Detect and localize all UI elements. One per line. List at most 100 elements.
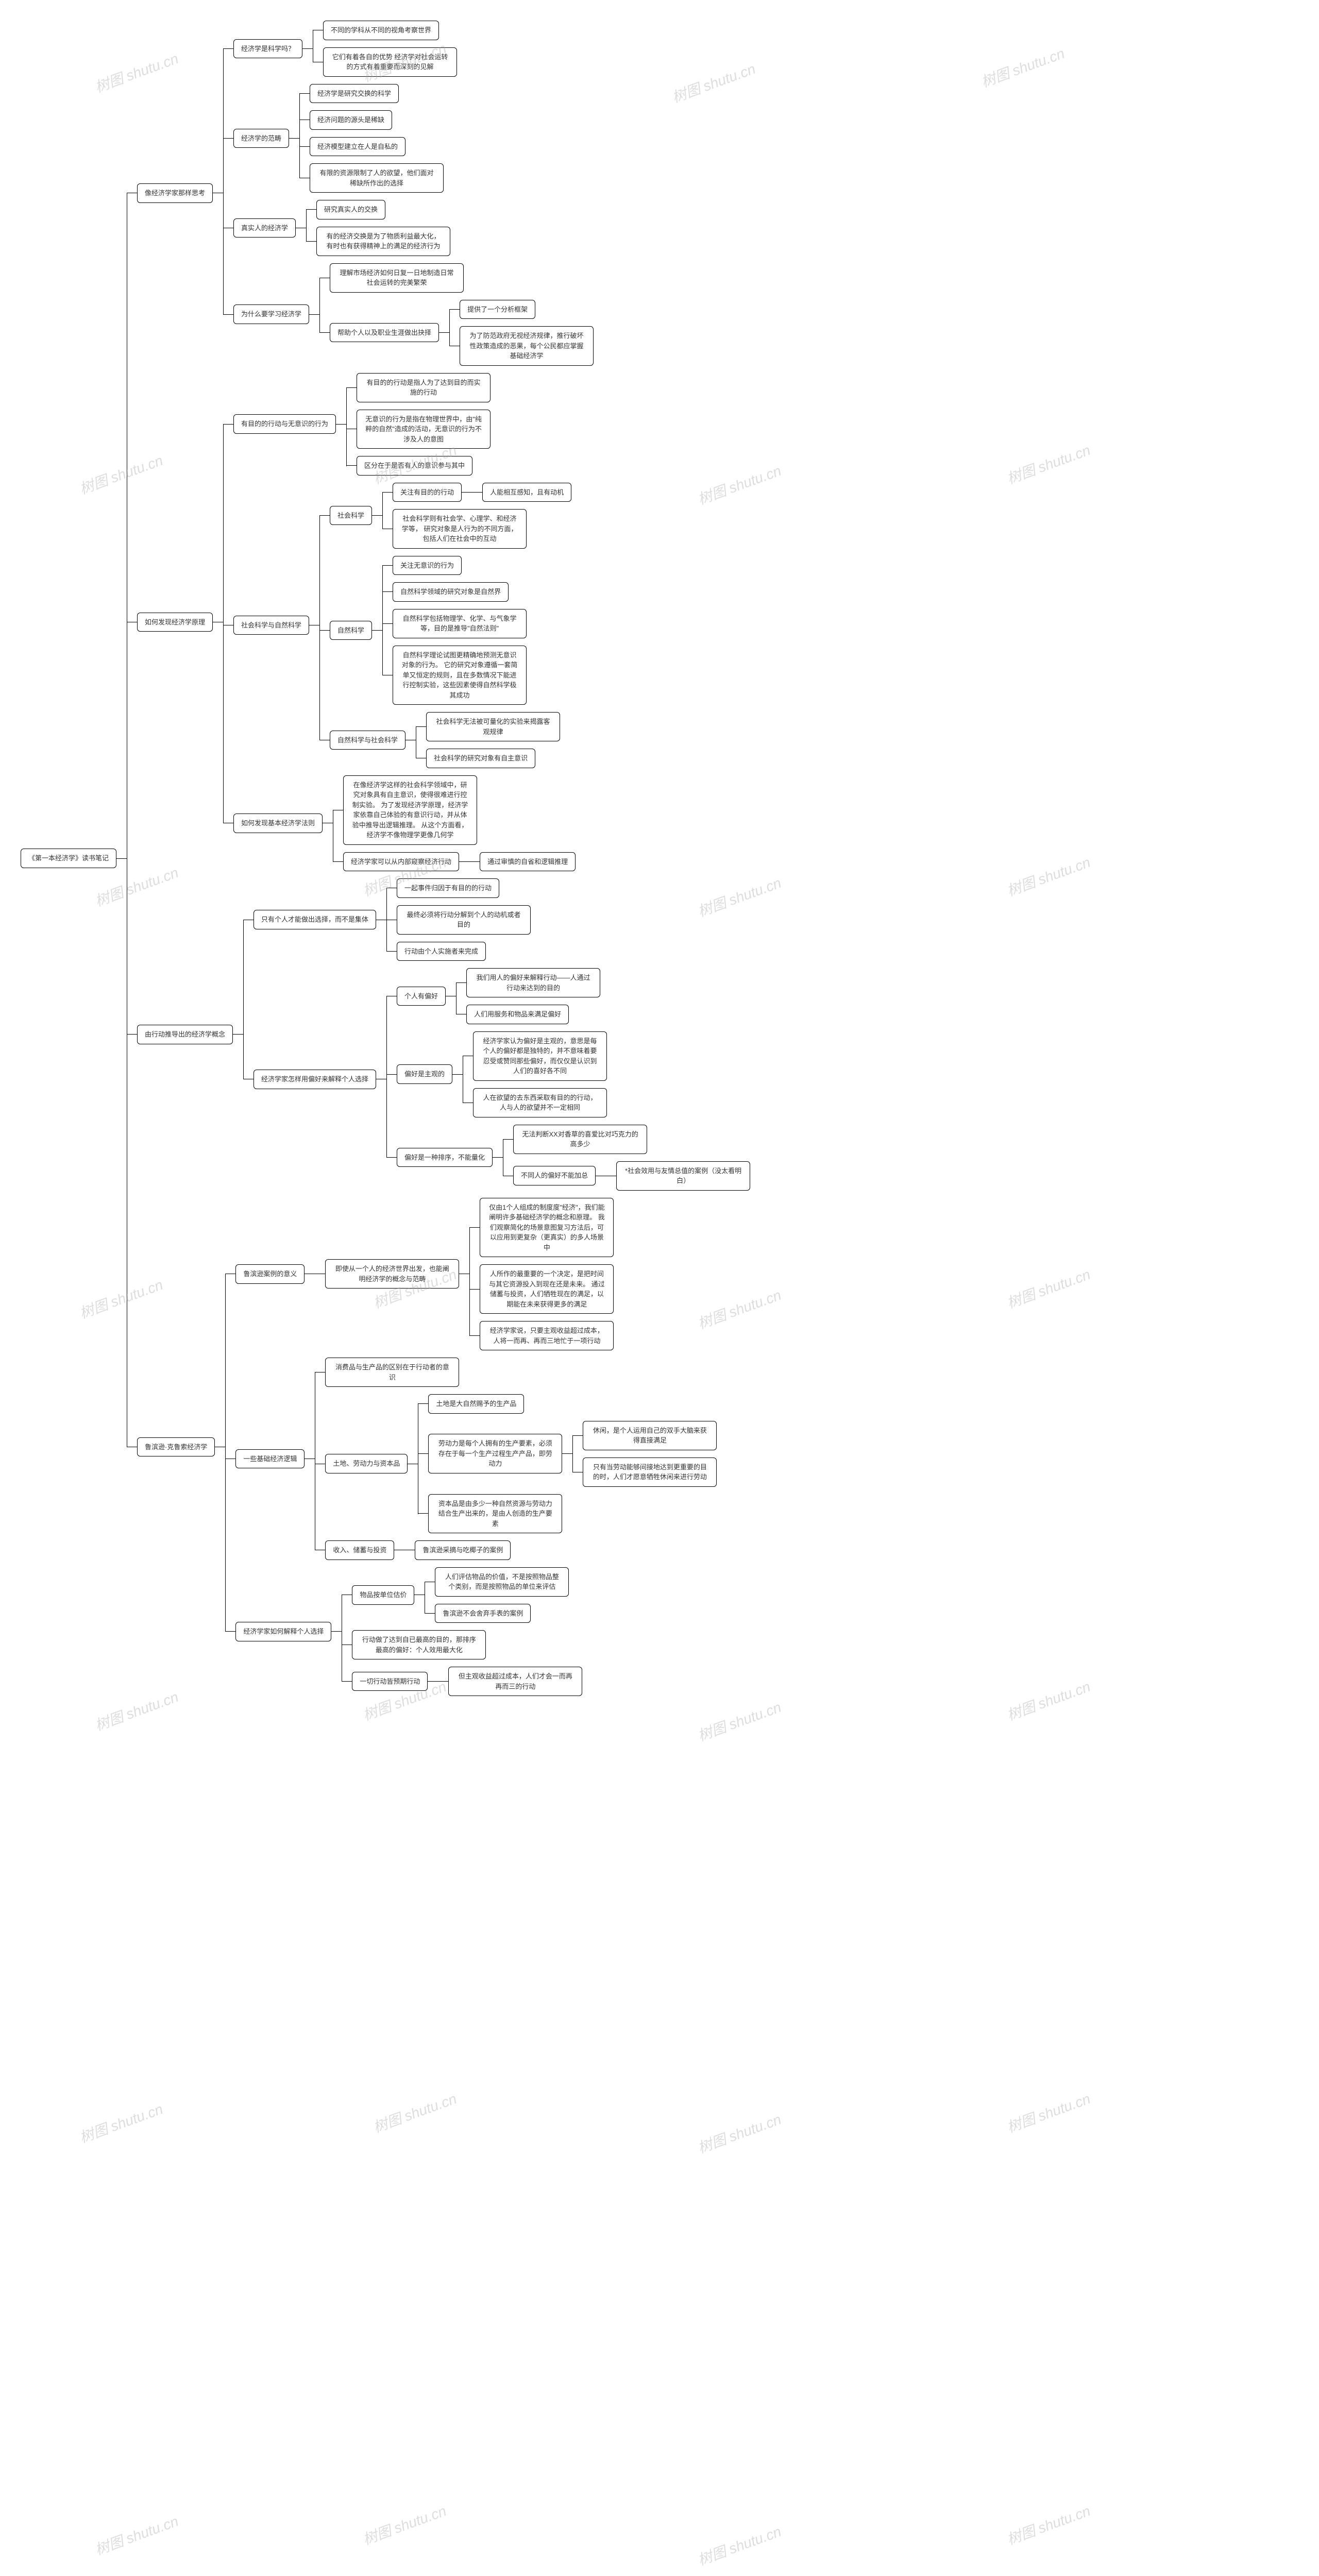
node-row: 人们评估物品的价值，不是按照物品整个类别，而是按照物品的单位来评估 <box>435 1567 569 1597</box>
mindmap-node: 由行动推导出的经济学概念 <box>137 1025 233 1044</box>
node-row: 经济模型建立在人是自私的 <box>310 137 405 157</box>
mindmap-node: 有目的的行动是指人为了达到目的而实施的行动 <box>357 373 491 402</box>
child-item: 社会科学则有社会学、心理学、和经济学等， 研究对象是人行为的不同方面，包括人们在… <box>382 509 571 549</box>
children-group: 社会科学关注有目的的行动人能相互感知，且有动机社会科学则有社会学、心理学、和经济… <box>319 483 571 768</box>
connector <box>116 858 127 859</box>
vertical-connector <box>449 310 450 347</box>
mindmap-node: 它们有着各自的优势 经济学对社会运转的方式有着重要而深刻的见解 <box>323 47 457 77</box>
children-group: 理解市场经济如何日复一日地制造日常社会运转的完美繁荣帮助个人以及职业生涯做出抉择… <box>319 263 594 366</box>
mindmap-node: 有的经济交换是为了物质利益最大化， 有时也有获得精神上的满足的经济行为 <box>316 227 450 256</box>
child-item: 如何发现基本经济学法则在像经济学这样的社会科学领域中，研究对象具有自主意识，使得… <box>223 775 576 872</box>
child-item: 经济学的范畴经济学是研究交换的科学经济问题的源头是稀缺经济模型建立在人是自私的有… <box>223 84 594 193</box>
node-row: 只有当劳动能够间接地达到更重要的目的时，人们才愿意牺牲休闲来进行劳动 <box>583 1458 717 1487</box>
connector <box>372 515 382 516</box>
connector <box>306 241 316 242</box>
child-item: 人们评估物品的价值，不是按照物品整个类别，而是按照物品的单位来评估 <box>425 1567 569 1597</box>
node-row: 只有个人才能做出选择，而不是集体一起事件归因于有目的的行动最终必须将行动分解到个… <box>253 878 531 961</box>
child-item: 关注无意识的行为 <box>382 556 527 575</box>
node-row: 经济学家认为偏好是主观的，意思是每个人的偏好都是独特的，并不意味着要忍受或赞同那… <box>473 1031 607 1081</box>
child-item: 一起事件归因于有目的的行动 <box>386 878 531 898</box>
child-item: 休闲，是个人运用自己的双手大脑来获得直接满足 <box>572 1421 717 1450</box>
children-group: 经济学是科学吗？不同的学科从不同的视角考察世界它们有着各自的优势 经济学对社会运… <box>223 21 594 366</box>
node-row: 有限的资源限制了人的欲望，他们面对稀缺所作出的选择 <box>310 163 444 193</box>
connector <box>386 951 397 952</box>
node-row: 休闲，是个人运用自己的双手大脑来获得直接满足 <box>583 1421 717 1450</box>
node-row: 自然科学关注无意识的行为自然科学领域的研究对象是自然界自然科学包括物理学、化学、… <box>330 556 527 705</box>
mindmap-node: *社会效用与友情总值的案例（没太看明白） <box>616 1161 750 1191</box>
child-item: 最终必须将行动分解到个人的动机或者目的 <box>386 905 531 935</box>
mindmap-node: 关注有目的的行动 <box>393 483 462 502</box>
watermark: 树图 shutu.cn <box>695 1696 784 1745</box>
node-row: 人在欲望的去东西采取有目的的行动，人与人的欲望并不一定相同 <box>473 1088 607 1117</box>
connector <box>346 387 357 388</box>
child-item: 人在欲望的去东西采取有目的的行动，人与人的欲望并不一定相同 <box>463 1088 607 1117</box>
child-item: 像经济学家那样思考经济学是科学吗？不同的学科从不同的视角考察世界它们有着各自的优… <box>127 21 750 366</box>
node-row: 收入、储蓄与投资鲁滨逊采摘与吃椰子的案例 <box>325 1540 511 1560</box>
connector <box>562 1453 572 1454</box>
node-row: 一些基础经济逻辑消费品与生产品的区别在于行动者的意识土地、劳动力与资本品土地是大… <box>235 1358 717 1560</box>
child-item: 区分在于是否有人的意识参与其中 <box>346 456 491 476</box>
child-item: 仅由1个人组成的制度度"经济"，我们能阐明许多基础经济学的概念和原理。 我们观察… <box>469 1198 614 1258</box>
child-item: 经济学家说，只要主观收益超过成本，人将一而再、再而三地忙于一项行动 <box>469 1321 614 1350</box>
vertical-connector <box>382 566 383 675</box>
watermark: 树图 shutu.cn <box>76 2098 165 2147</box>
watermark: 树图 shutu.cn <box>360 2500 449 2549</box>
mindmap-node: 鲁滨逊·克鲁索经济学 <box>137 1437 215 1457</box>
mindmap-node: 有限的资源限制了人的欲望，他们面对稀缺所作出的选择 <box>310 163 444 193</box>
child-item: 真实人的经济学研究真实人的交换有的经济交换是为了物质利益最大化， 有时也有获得精… <box>223 200 594 256</box>
node-row: 经济学是科学吗？不同的学科从不同的视角考察世界它们有着各自的优势 经济学对社会运… <box>233 21 457 77</box>
node-row: 社会科学无法被可量化的实验来揭露客观规律 <box>426 712 560 741</box>
connector <box>425 1613 435 1614</box>
children-group: 有目的的行动与无意识的行为有目的的行动是指人为了达到目的而实施的行动无意识的行为… <box>223 373 576 872</box>
node-row: 鲁滨逊·克鲁索经济学鲁滨逊案例的意义即使从一个人的经济世界出发，也能阐明经济学的… <box>137 1198 717 1697</box>
child-item: 人们用服务和物品来满足偏好 <box>456 1005 600 1024</box>
child-item: 经济问题的源头是稀缺 <box>299 110 444 130</box>
mindmap-node: 区分在于是否有人的意识参与其中 <box>357 456 472 476</box>
node-row: 人所作的最重要的一个决定，是把时间与其它资源投入到现在还是未来。 通过储蓄与投资… <box>480 1264 614 1314</box>
child-item: 一切行动皆预期行动 但主观收益超过成本，人们才会一而再再而三的行动 <box>342 1667 582 1696</box>
watermark: 树图 shutu.cn <box>1004 2500 1093 2549</box>
children-group: 关注无意识的行为自然科学领域的研究对象是自然界自然科学包括物理学、化学、与气象学… <box>382 556 527 705</box>
vertical-connector <box>386 888 387 952</box>
node-row: 关注有目的的行动人能相互感知，且有动机 <box>393 483 571 502</box>
mindmap-node: 但主观收益超过成本，人们才会一而再再而三的行动 <box>448 1667 582 1696</box>
mindmap-node: 一切行动皆预期行动 <box>352 1672 428 1691</box>
mindmap-node: 自然科学 <box>330 621 372 640</box>
mindmap-node: 如何发现经济学原理 <box>137 613 213 632</box>
mindmap-node: 只有当劳动能够间接地达到更重要的目的时，人们才愿意牺牲休闲来进行劳动 <box>583 1458 717 1487</box>
mindmap-node: 经济学的范畴 <box>233 129 289 148</box>
vertical-connector <box>306 210 307 242</box>
node-row: 社会科学关注有目的的行动人能相互感知，且有动机社会科学则有社会学、心理学、和经济… <box>330 483 571 549</box>
child-item: 社会科学无法被可量化的实验来揭露客观规律 <box>416 712 560 741</box>
mindmap-node: 个人有偏好 <box>397 987 446 1006</box>
mindmap-node: 理解市场经济如何日复一日地制造日常社会运转的完美繁荣 <box>330 263 464 293</box>
node-row: 经济学家怎样用偏好来解释个人选择个人有偏好我们用人的偏好来解释行动——人通过行动… <box>253 968 750 1191</box>
child-item: 自然科学与社会科学社会科学无法被可量化的实验来揭露客观规律社会科学的研究对象有自… <box>319 712 571 768</box>
children-group: 社会科学无法被可量化的实验来揭露客观规律社会科学的研究对象有自主意识 <box>416 712 560 768</box>
node-row: 为什么要学习经济学理解市场经济如何日复一日地制造日常社会运转的完美繁荣帮助个人以… <box>233 263 594 366</box>
children-group: 关注有目的的行动人能相互感知，且有动机社会科学则有社会学、心理学、和经济学等， … <box>382 483 571 549</box>
node-row: 消费品与生产品的区别在于行动者的意识 <box>325 1358 459 1387</box>
connector <box>306 209 316 210</box>
vertical-connector <box>319 278 320 333</box>
child-item: 经济模型建立在人是自私的 <box>299 137 444 157</box>
watermark: 树图 shutu.cn <box>370 2088 459 2137</box>
child-item: *社会效用与友情总值的案例（没太看明白） <box>606 1161 750 1191</box>
children-group: *社会效用与友情总值的案例（没太看明白） <box>606 1161 750 1191</box>
child-item: 物品按单位估价人们评估物品的价值，不是按照物品整个类别，而是按照物品的单位来评估… <box>342 1567 582 1623</box>
node-row: 我们用人的偏好来解释行动——人通过行动来达到的目的 <box>466 968 600 997</box>
children-group: 物品按单位估价人们评估物品的价值，不是按照物品整个类别，而是按照物品的单位来评估… <box>342 1567 582 1697</box>
child-item: 提供了一个分析框架 <box>449 300 594 319</box>
node-row: 但主观收益超过成本，人们才会一而再再而三的行动 <box>448 1667 582 1696</box>
connector <box>319 332 330 333</box>
mindmap-node: 在像经济学这样的社会科学领域中，研究对象具有自主意识，使得很难进行控制实验。 为… <box>343 775 477 845</box>
mindmap-node: 休闲，是个人运用自己的双手大脑来获得直接满足 <box>583 1421 717 1450</box>
connector <box>299 146 310 147</box>
child-item: 土地是大自然赐予的生产品 <box>418 1394 717 1414</box>
mindmap-node: 自然科学领域的研究对象是自然界 <box>393 582 509 602</box>
children-group: 但主观收益超过成本，人们才会一而再再而三的行动 <box>438 1667 582 1696</box>
vertical-connector <box>223 49 224 315</box>
node-row: 理解市场经济如何日复一日地制造日常社会运转的完美繁荣 <box>330 263 464 293</box>
mindmap-node: 消费品与生产品的区别在于行动者的意识 <box>325 1358 459 1387</box>
connector <box>223 138 233 139</box>
